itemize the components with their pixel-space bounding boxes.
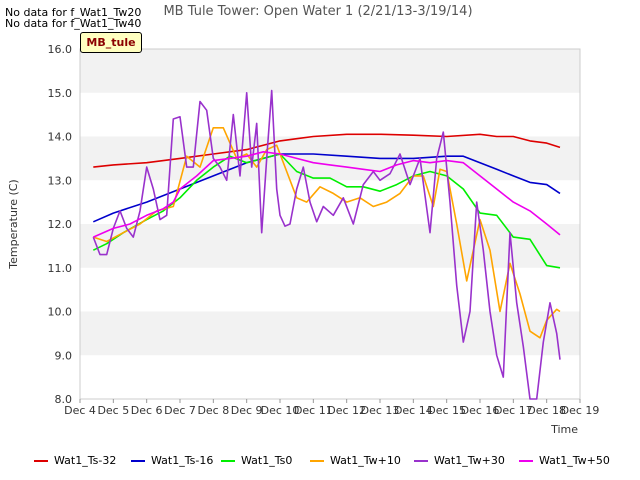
x-tick-label: Dec 15 [427,404,466,417]
x-tick-label: Dec 7 [164,404,196,417]
x-axis-label: Time [550,423,578,436]
x-tick-label: Dec 11 [294,404,333,417]
legend-swatch [131,460,145,462]
y-tick-label: 10.0 [48,306,73,319]
series-line-wat1-ts-32 [93,133,561,168]
x-tick-label: Dec 12 [327,404,366,417]
legend-swatch [221,460,235,462]
y-tick-label: 13.0 [48,174,73,187]
x-tick-label: Dec 5 [97,404,129,417]
x-tick-label: Dec 17 [494,404,533,417]
y-tick-label: 16.0 [48,43,73,56]
legend-swatch [414,460,428,462]
series-lines [92,89,561,400]
series-line-wat1-tw-30 [92,89,561,400]
y-tick-label: 8.0 [55,393,73,406]
legend-label: Wat1_Ts-32 [54,454,117,467]
x-tick-label: Dec 16 [461,404,500,417]
x-tick-label: Dec 4 [64,404,96,417]
y-axis-label: Temperature (C) [7,179,20,269]
x-tick-label: Dec 10 [261,404,300,417]
legend-label: Wat1_Tw+30 [434,454,505,467]
grid-bands [80,49,580,399]
grid-band [80,180,580,224]
no-data-note-1: No data for f_Wat1_Tw20 [5,6,142,19]
y-tick-label: 11.0 [48,262,73,275]
x-tick-label: Dec 8 [197,404,229,417]
y-tick-label: 15.0 [48,87,73,100]
chart-title: MB Tule Tower: Open Water 1 (2/21/13-3/1… [163,4,472,19]
y-ticks: 8.0 9.0 10.0 11.0 12.0 13.0 14.0 15.0 16.0 [48,43,73,406]
x-tick-label: Dec 9 [231,404,263,417]
x-tick-label: Dec 19 [561,404,600,417]
legend-swatch [310,460,324,462]
y-tick-label: 9.0 [55,349,73,362]
legend-label: Wat1_Ts0 [241,454,293,467]
x-tick-label: Dec 18 [527,404,566,417]
x-tick-label: Dec 6 [131,404,163,417]
x-tick-label: Dec 13 [361,404,400,417]
legend: Wat1_Ts-32 Wat1_Ts-16 Wat1_Ts0 Wat1_Tw+10 Wa… [0,453,640,469]
grid-band [80,49,580,93]
grid-band [80,92,580,137]
series-line-wat1-tw-10 [93,127,561,339]
legend-swatch [34,460,48,462]
legend-label: Wat1_Tw+50 [539,454,610,467]
legend-label: Wat1_Ts-16 [151,454,214,467]
grid-band [80,136,580,181]
no-data-note-2: No data for f_Wat1_Tw40 [5,17,142,30]
grid-band [80,355,580,399]
series-line-wat1-tw-50 [92,151,561,238]
site-badge: MB_tule [80,32,142,53]
grid-band [80,311,580,356]
x-tick-label: Dec 14 [394,404,433,417]
legend-swatch [519,460,533,462]
grid-band [80,224,580,268]
plot-frame [79,48,581,400]
y-tick-label: 14.0 [48,131,73,144]
legend-label: Wat1_Tw+10 [330,454,401,467]
y-tick-label: 12.0 [48,218,73,231]
